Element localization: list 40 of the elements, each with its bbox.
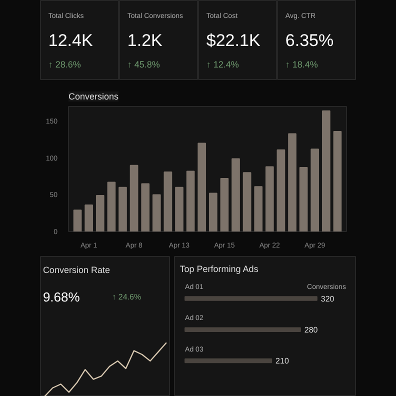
bar — [242, 172, 252, 232]
bar — [96, 194, 104, 232]
text: ↑ 12.4% — [206, 60, 239, 70]
bar — [107, 182, 116, 232]
bar — [186, 170, 195, 232]
data-label: 280 — [304, 326, 318, 335]
bar — [299, 167, 308, 232]
text: 12.4K — [48, 31, 94, 50]
bar — [198, 142, 206, 232]
text: $22.1K — [206, 31, 261, 50]
data-label: 320 — [320, 294, 335, 304]
text: 1.2K — [127, 31, 164, 50]
data-label: 210 — [276, 356, 290, 366]
bar — [130, 164, 138, 232]
bar — [333, 131, 342, 232]
chart-title: Top Performing Ads — [180, 264, 259, 274]
chart-title: Conversion Rate — [42, 264, 110, 275]
bar — [141, 183, 150, 232]
text: ↑ 24.6% — [112, 292, 142, 302]
bar — [84, 204, 94, 232]
bar — [208, 192, 218, 232]
bar — [276, 149, 286, 232]
text: 9.68% — [42, 289, 80, 304]
text: ↑ 18.4% — [285, 60, 318, 70]
bar — [220, 178, 229, 232]
bar — [175, 186, 184, 232]
bar — [310, 148, 320, 232]
bar — [254, 186, 263, 232]
text: ↑ 45.8% — [127, 60, 160, 70]
bar — [164, 171, 172, 232]
bar — [232, 158, 240, 232]
bar — [73, 210, 82, 232]
bar — [265, 166, 274, 232]
text: 6.35% — [285, 31, 334, 50]
bar — [152, 194, 161, 232]
bar — [118, 186, 127, 232]
text: ↑ 28.6% — [48, 60, 81, 70]
bar — [322, 110, 330, 232]
chart-title: Conversions — [68, 92, 120, 102]
bar — [288, 133, 296, 232]
